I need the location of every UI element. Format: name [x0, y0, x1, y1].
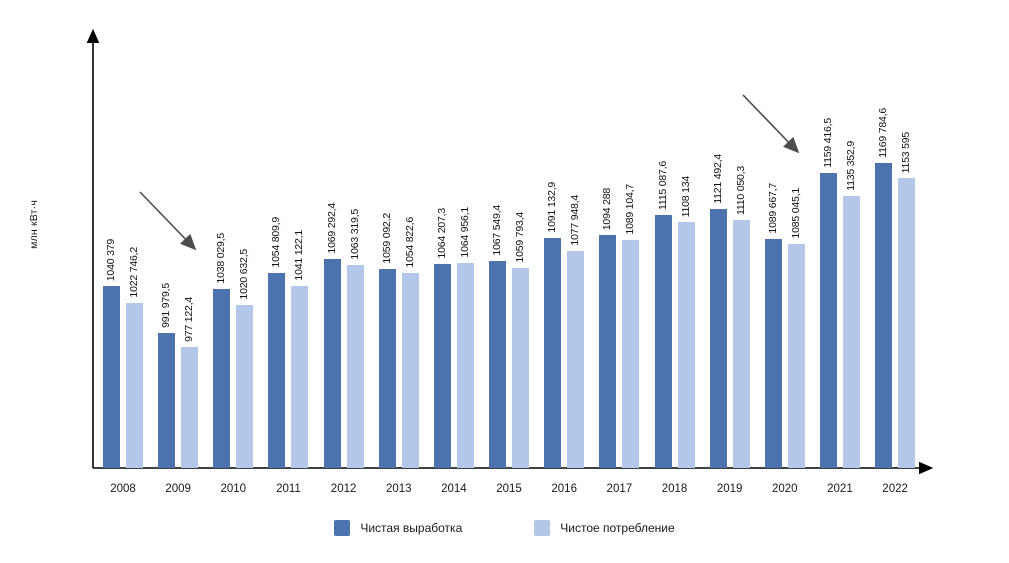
value-label-net-generation-2020: 1089 667,7 — [766, 183, 779, 234]
x-tick-2009: 2009 — [165, 483, 191, 495]
net-consumption-swatch — [534, 520, 551, 536]
annotation-arrow-2010 — [139, 191, 197, 251]
value-label-net-consumption-2010: 1020 632,5 — [238, 249, 251, 300]
value-label-net-consumption-2015: 1059 793,4 — [514, 212, 527, 263]
value-label-net-generation-2008: 1040 379 — [105, 238, 117, 281]
bar-net-generation-2011 — [268, 273, 286, 468]
bar-net-generation-2013 — [378, 269, 396, 468]
bar-net-consumption-2020 — [787, 244, 805, 468]
x-tick-2014: 2014 — [441, 483, 467, 495]
bar-net-generation-2021 — [819, 173, 837, 468]
legend-label: Чистое потребление — [560, 521, 675, 535]
x-tick-2017: 2017 — [606, 483, 633, 495]
bar-net-generation-2020 — [764, 239, 782, 468]
bar-net-consumption-2017 — [622, 240, 640, 468]
x-tick-2018: 2018 — [661, 483, 688, 495]
value-label-net-generation-2019: 1121 492,4 — [711, 154, 724, 204]
value-label-net-generation-2017: 1094 288 — [601, 187, 614, 230]
bar-net-consumption-2010 — [236, 305, 254, 468]
net-generation-swatch — [334, 520, 351, 536]
value-label-net-generation-2009: 991 979,5 — [160, 283, 173, 328]
x-tick-2013: 2013 — [385, 483, 412, 495]
x-tick-2021: 2021 — [827, 483, 853, 495]
legend-item-net-consumption: Чистое потребление — [534, 520, 675, 536]
value-label-net-consumption-2021: 1135 352,9 — [844, 141, 857, 191]
bar-net-generation-2012 — [323, 259, 341, 468]
value-label-net-consumption-2012: 1063 319,5 — [348, 209, 361, 260]
value-label-net-generation-2013: 1059 092,2 — [380, 213, 393, 264]
bar-net-generation-2017 — [599, 235, 617, 468]
bar-net-consumption-2018 — [677, 222, 695, 468]
bar-net-generation-2008 — [103, 286, 120, 468]
value-label-net-consumption-2009: 977 122,4 — [183, 297, 196, 342]
bar-net-consumption-2022 — [898, 178, 916, 468]
value-label-net-consumption-2022: 1153 595 — [900, 131, 913, 173]
x-tick-2010: 2010 — [220, 483, 247, 495]
value-label-net-consumption-2011: 1041 122,1 — [293, 230, 306, 281]
x-tick-2012: 2012 — [330, 483, 357, 495]
bar-net-generation-2016 — [544, 238, 562, 468]
value-label-net-generation-2022: 1169 784,6 — [877, 108, 890, 158]
annotation-arrow-2021 — [742, 94, 800, 154]
bar-net-generation-2010 — [213, 289, 231, 468]
y-axis-title: млн кВт·ч — [28, 200, 40, 249]
x-tick-2020: 2020 — [772, 483, 798, 495]
value-label-net-generation-2014: 1064 207,3 — [435, 208, 448, 259]
value-label-net-consumption-2017: 1089 104,7 — [624, 184, 637, 235]
x-tick-2019: 2019 — [716, 483, 743, 495]
bar-net-generation-2014 — [433, 264, 451, 468]
x-tick-2015: 2015 — [496, 483, 522, 495]
bar-net-consumption-2021 — [842, 196, 860, 468]
bar-net-consumption-2016 — [567, 251, 585, 468]
x-tick-2022: 2022 — [882, 483, 908, 495]
legend-label: Чистая выработка — [360, 521, 463, 535]
bar-net-generation-2018 — [654, 215, 672, 468]
value-label-net-consumption-2013: 1054 822,6 — [403, 217, 416, 268]
value-label-net-generation-2011: 1054 809,9 — [270, 217, 283, 268]
x-tick-2016: 2016 — [551, 483, 577, 495]
bar-net-generation-2019 — [709, 209, 727, 468]
bar-net-consumption-2013 — [401, 273, 419, 468]
x-tick-2008: 2008 — [110, 483, 136, 495]
bar-net-consumption-2015 — [512, 268, 530, 468]
bar-net-generation-2022 — [875, 163, 893, 468]
bar-net-consumption-2019 — [732, 220, 750, 468]
bar-net-generation-2015 — [489, 261, 507, 468]
value-label-net-generation-2010: 1038 029,5 — [215, 233, 228, 284]
bar-net-consumption-2011 — [291, 286, 309, 468]
legend: Чистая выработка Чистое потребление — [0, 520, 1009, 536]
value-label-net-consumption-2018: 1108 134 — [679, 175, 692, 217]
bar-net-consumption-2012 — [346, 265, 364, 468]
value-label-net-generation-2021: 1159 416,5 — [821, 118, 834, 168]
bar-net-consumption-2008 — [126, 303, 143, 468]
value-label-net-consumption-2020: 1085 045,1 — [789, 188, 802, 239]
bar-net-consumption-2014 — [456, 263, 474, 468]
value-label-net-generation-2018: 1115 087,6 — [656, 161, 669, 210]
value-label-net-consumption-2014: 1064 956,1 — [458, 207, 471, 258]
value-label-net-generation-2012: 1069 292,4 — [325, 203, 338, 254]
bar-net-generation-2009 — [158, 333, 176, 468]
value-label-net-generation-2016: 1091 132,9 — [546, 182, 559, 233]
legend-item-net-generation: Чистая выработка — [334, 520, 462, 536]
value-label-net-consumption-2016: 1077 948,4 — [569, 195, 582, 246]
value-label-net-consumption-2008: 1022 746,2 — [128, 247, 140, 298]
x-tick-2011: 2011 — [276, 483, 301, 495]
value-label-net-generation-2015: 1067 549,4 — [491, 205, 504, 256]
bar-net-consumption-2009 — [181, 347, 199, 468]
value-label-net-consumption-2019: 1110 050,3 — [734, 166, 747, 215]
